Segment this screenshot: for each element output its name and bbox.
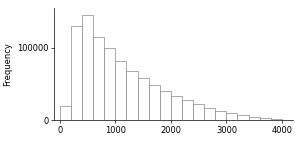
Bar — [115, 61, 127, 120]
Bar — [171, 96, 182, 120]
Bar — [215, 111, 226, 120]
Bar — [149, 85, 160, 120]
Bar — [237, 115, 249, 120]
Bar — [271, 119, 282, 120]
Bar — [193, 104, 204, 120]
Bar — [226, 113, 237, 120]
Bar — [127, 71, 138, 120]
Bar — [93, 37, 104, 120]
Bar — [71, 26, 82, 120]
Bar — [104, 48, 115, 120]
Bar — [138, 78, 149, 120]
Bar — [60, 106, 71, 120]
Bar — [249, 117, 260, 120]
Bar — [182, 100, 193, 120]
Y-axis label: Frequency: Frequency — [3, 42, 12, 86]
Bar — [160, 91, 171, 120]
Bar — [260, 118, 271, 120]
Bar — [204, 108, 215, 120]
Bar — [82, 15, 93, 120]
